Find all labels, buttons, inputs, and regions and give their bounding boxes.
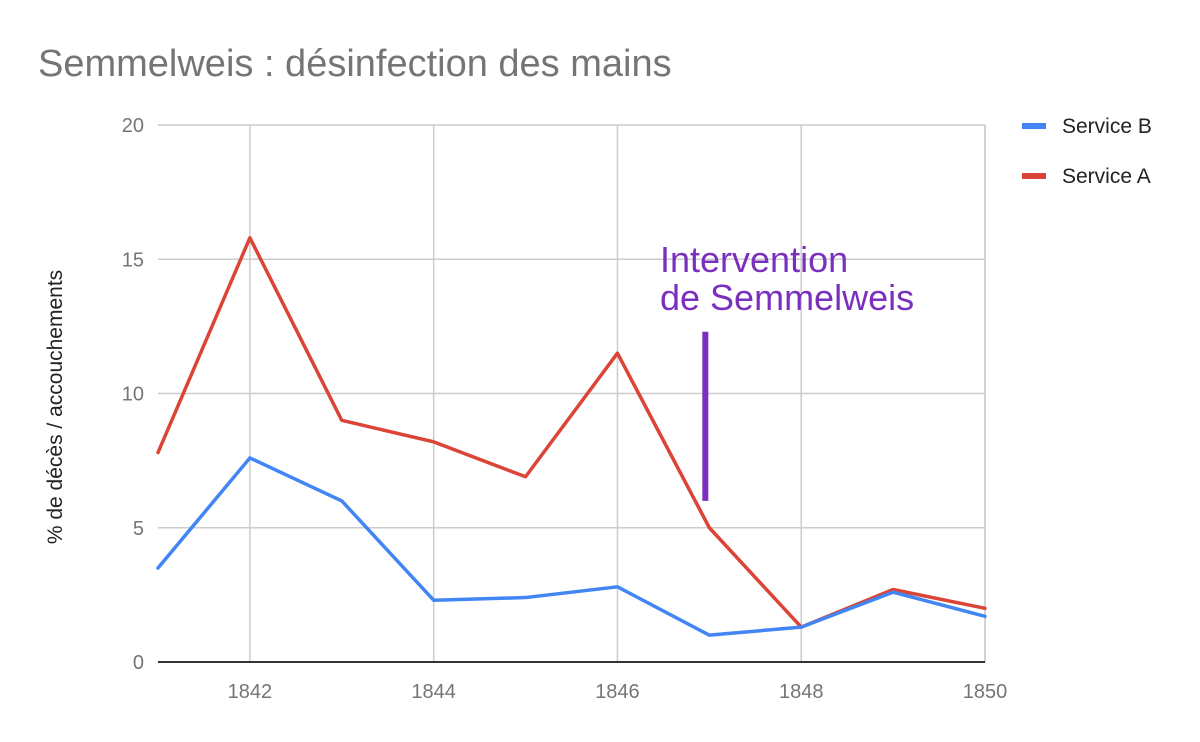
x-tick-label: 1842	[228, 681, 273, 703]
series-line-service-b	[156, 456, 987, 637]
y-axis-label: % de décès / accouchements	[44, 270, 67, 544]
y-tick-label: 5	[133, 518, 144, 540]
x-tick-label: 1850	[963, 681, 1008, 703]
grid	[158, 124, 986, 662]
annotation-text: Intervention	[660, 239, 848, 280]
chart-title: Semmelweis : désinfection des mains	[38, 43, 672, 85]
x-tick-label: 1848	[779, 681, 824, 703]
x-tick-label: 1846	[595, 681, 640, 703]
x-tick-label: 1844	[411, 681, 456, 703]
legend: Service B Service A	[1022, 115, 1152, 188]
axes: 0 5 10 15 20 1842 1844 1846 1848 1850	[122, 115, 1008, 703]
series-lines	[156, 236, 987, 637]
y-tick-label: 15	[122, 249, 144, 271]
y-tick-label: 0	[133, 652, 144, 674]
y-tick-label: 10	[122, 384, 144, 406]
legend-label: Service A	[1062, 165, 1151, 188]
y-tick-label: 20	[122, 115, 144, 137]
annotation-text: de Semmelweis	[660, 277, 914, 318]
legend-label: Service B	[1062, 115, 1152, 138]
